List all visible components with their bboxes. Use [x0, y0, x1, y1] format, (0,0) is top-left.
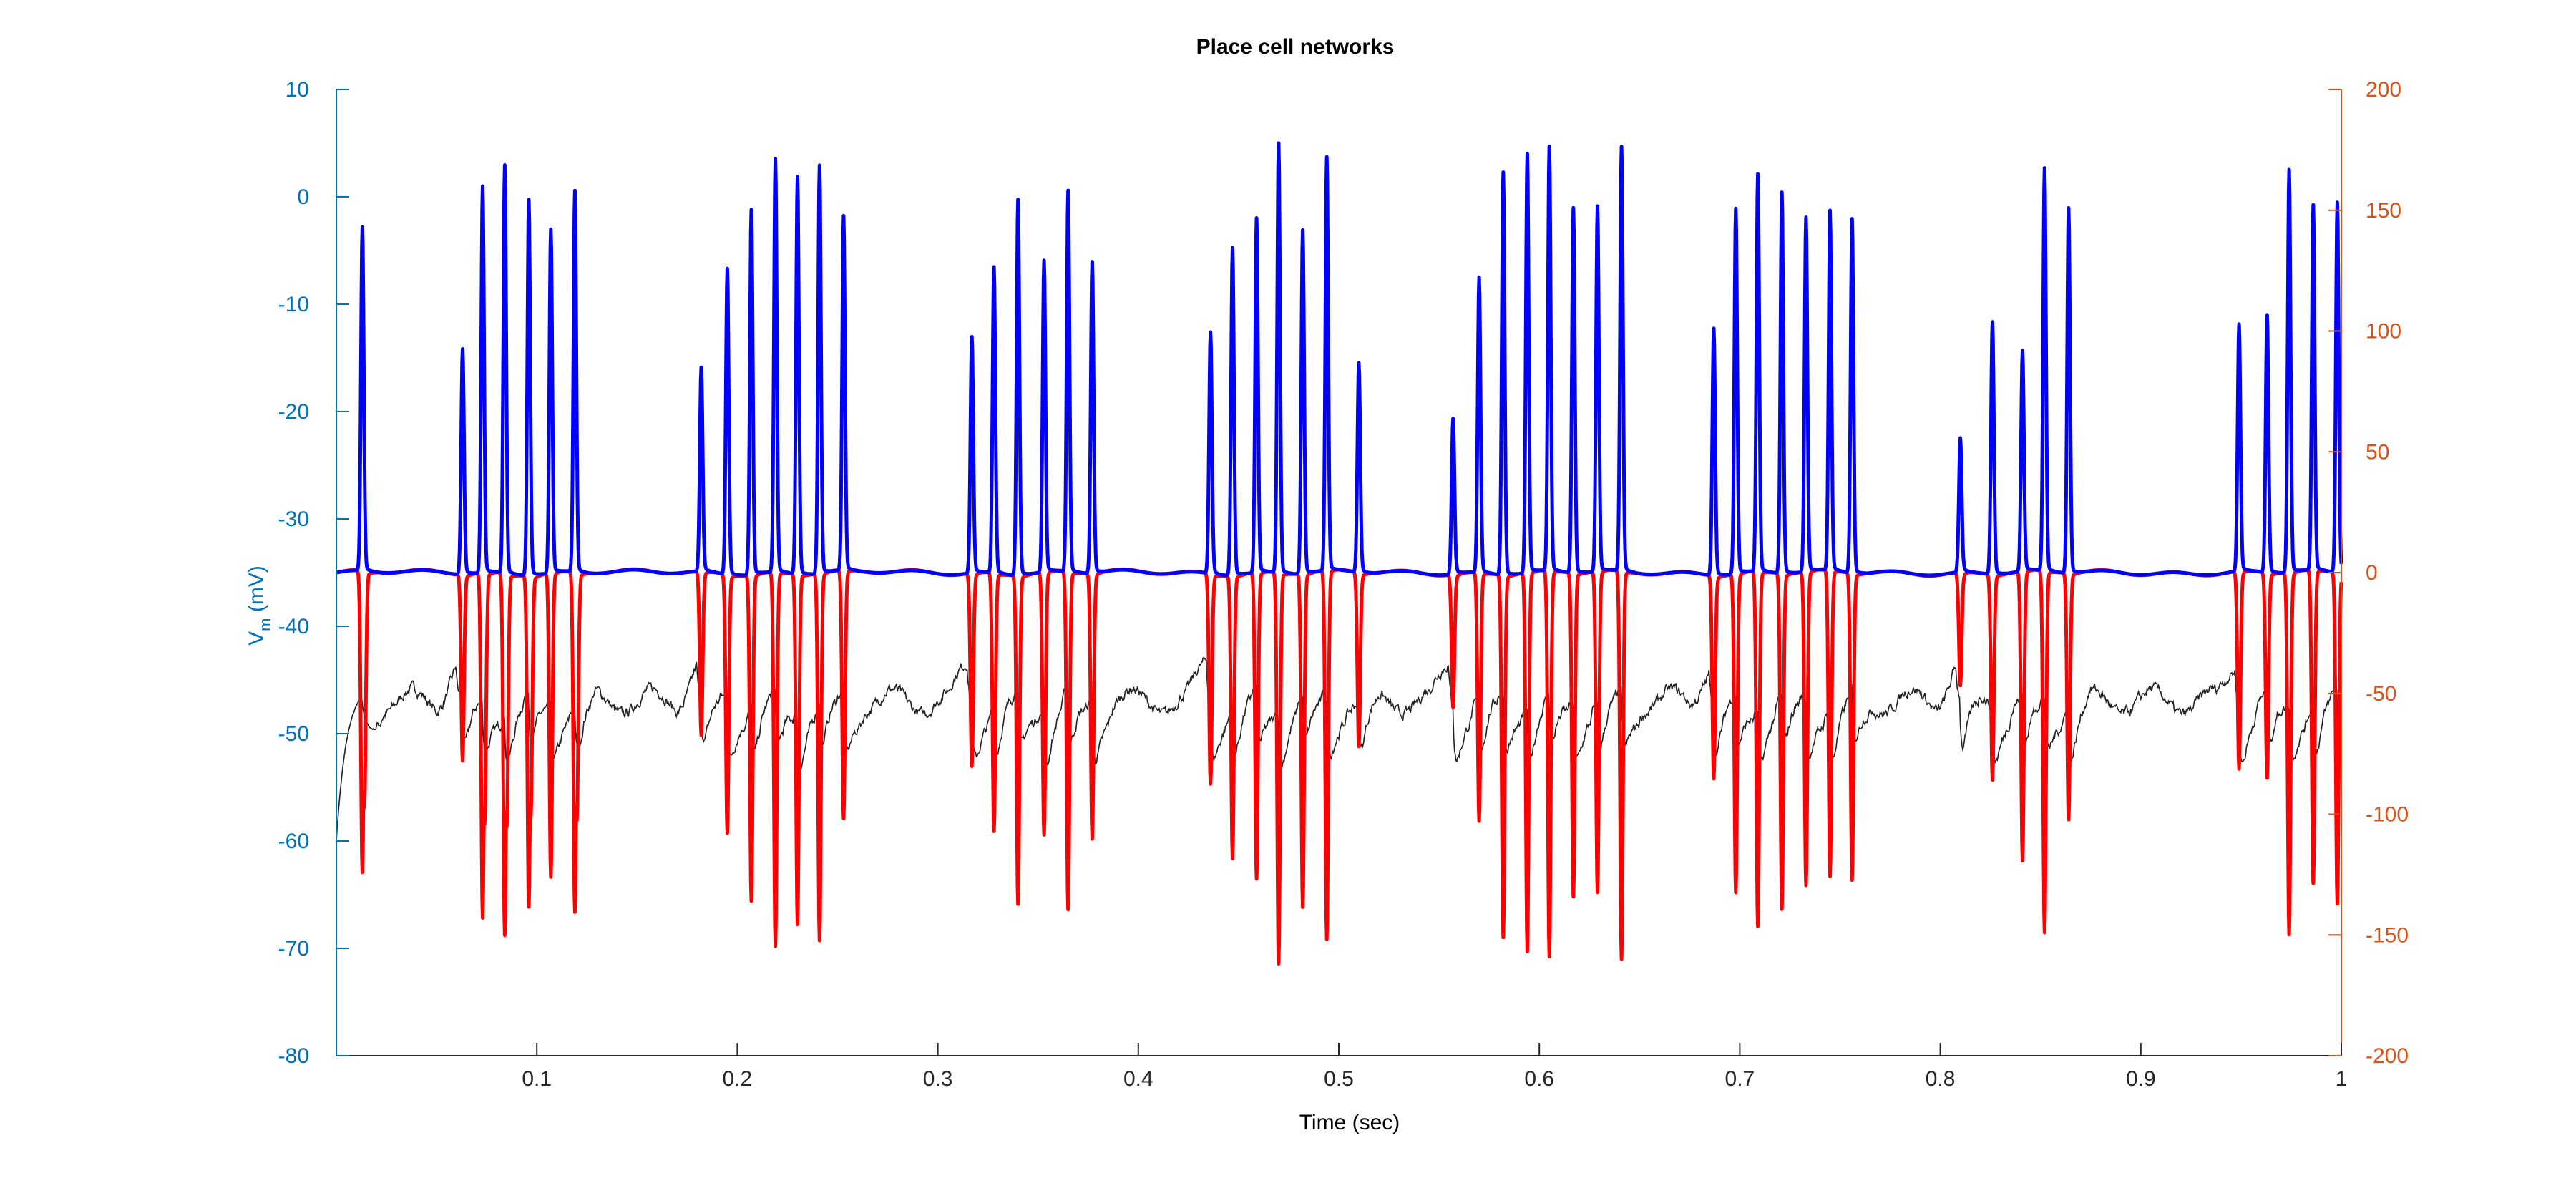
y-left-tick-label: -60 [278, 830, 309, 853]
y-axis-title-main: V [245, 631, 268, 646]
chart-title: Place cell networks [1196, 35, 1395, 59]
x-tick-label: 0.6 [1524, 1067, 1554, 1091]
y-right-tick-label: -100 [2366, 803, 2409, 827]
current-spike-trough [361, 874, 363, 875]
x-tick-label: 0.8 [1926, 1067, 1956, 1091]
current-spike-trough [1326, 941, 1327, 943]
axes: 0.1 0.2 0.3 0.4 0.5 0.6 0.7 0.8 0.9 1100-10-20-30… [278, 78, 2409, 1091]
current-spike-trough [1548, 958, 1550, 960]
y-left-tick-label: -10 [278, 293, 309, 316]
y-left-tick-label: 10 [286, 78, 309, 102]
y-axis-title: Vm (mV) [245, 565, 274, 646]
y-axis-title-sub: m [256, 618, 274, 631]
y-right-tick-label: 200 [2366, 78, 2401, 102]
y-right-tick-label: 0 [2366, 561, 2378, 585]
current-trace [335, 567, 2343, 966]
y-left-tick-label: -70 [278, 937, 309, 961]
y-axis-title-unit: (mV) [245, 565, 268, 618]
membrane-spike-peak [1231, 245, 1233, 246]
membrane-spike-peak [528, 196, 530, 198]
y-left-tick-label: -80 [278, 1044, 309, 1068]
x-tick-label: 0.7 [1725, 1067, 1755, 1091]
membrane-potential-trace [335, 141, 2343, 578]
y-right-tick-label: 50 [2366, 440, 2389, 464]
x-tick-label: 0.2 [723, 1067, 753, 1091]
x-tick-label: 0.3 [923, 1067, 953, 1091]
membrane-spike-peak [1713, 325, 1714, 326]
y-left-tick-label: -20 [278, 400, 309, 424]
plot-lines [335, 141, 2343, 966]
x-tick-label: 0.9 [2126, 1067, 2156, 1091]
y-right-tick-label: 150 [2366, 199, 2401, 223]
y-left-tick-label: -40 [278, 615, 309, 638]
y-right-tick-label: -200 [2366, 1044, 2409, 1068]
current-spike-trough [843, 821, 844, 822]
current-spike-trough [2313, 886, 2314, 888]
y-left-tick-label: -30 [278, 507, 309, 531]
y-right-tick-label: -50 [2366, 682, 2396, 706]
current-spike-trough [2044, 934, 2045, 935]
current-spike-trough [1829, 879, 1830, 880]
y-right-tick-label: 100 [2366, 320, 2401, 344]
y-left-tick-label: -50 [278, 722, 309, 746]
y-left-tick-label: 0 [297, 185, 309, 209]
x-tick-label: 0.1 [522, 1067, 552, 1091]
x-axis-title: Time (sec) [1299, 1111, 1400, 1134]
x-tick-label: 0.4 [1123, 1067, 1153, 1091]
input-trace [336, 656, 2342, 841]
membrane-spike-peak [1018, 196, 1019, 198]
y-right-tick-label: -150 [2366, 923, 2409, 947]
x-tick-label: 1 [2336, 1067, 2348, 1091]
x-tick-label: 0.5 [1324, 1067, 1354, 1091]
